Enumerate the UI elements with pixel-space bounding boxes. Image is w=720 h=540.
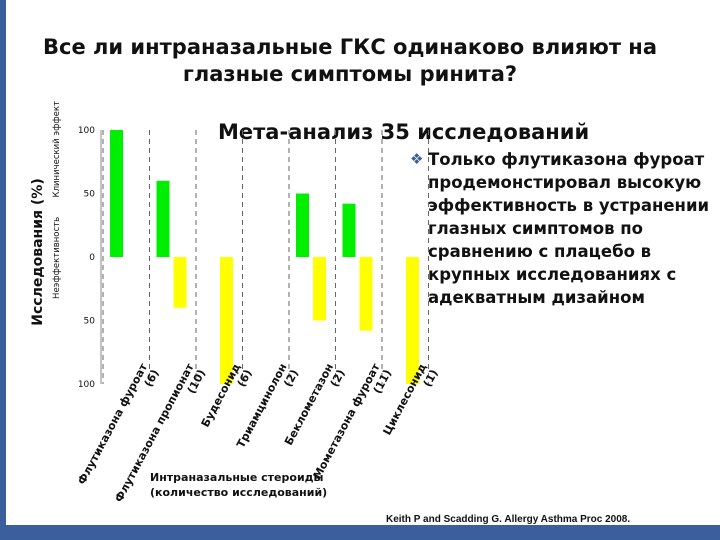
y-tick-label: 50 <box>84 190 96 200</box>
citation: Keith P and Scadding G. Allergy Asthma P… <box>386 514 631 525</box>
bar-negative <box>359 257 373 331</box>
left-band <box>0 0 6 540</box>
bar-negative <box>406 257 419 384</box>
x-axis-label-line2: (количество исследований) <box>150 486 328 499</box>
bar-negative <box>220 257 233 384</box>
y-tick-label: 50 <box>84 317 96 327</box>
x-axis-label: Интраназальные стероиды (количество иссл… <box>150 470 327 500</box>
bar-negative <box>173 257 187 308</box>
bar-positive <box>156 180 170 257</box>
y-tick-label: 100 <box>78 126 95 136</box>
bullet-text: Только флутиказона фуроат продемонстиров… <box>428 150 710 307</box>
diamond-bullet-icon: ❖ <box>410 150 424 168</box>
slide-subtitle: Мета-анализ 35 исследований <box>218 120 590 144</box>
bullet-point: ❖ Только флутиказона фуроат продемонстир… <box>410 148 710 309</box>
bottom-band <box>0 525 720 540</box>
bar-negative <box>313 257 326 321</box>
bar-positive <box>296 193 309 257</box>
y-tick-label: 100 <box>78 380 95 390</box>
y-tick-label: 0 <box>89 253 95 263</box>
x-axis-label-line1: Интраназальные стероиды <box>150 471 324 484</box>
slide-title: Все ли интраназальные ГКС одинаково влия… <box>43 35 657 86</box>
bar-positive <box>110 130 123 257</box>
bar-positive <box>342 203 356 257</box>
